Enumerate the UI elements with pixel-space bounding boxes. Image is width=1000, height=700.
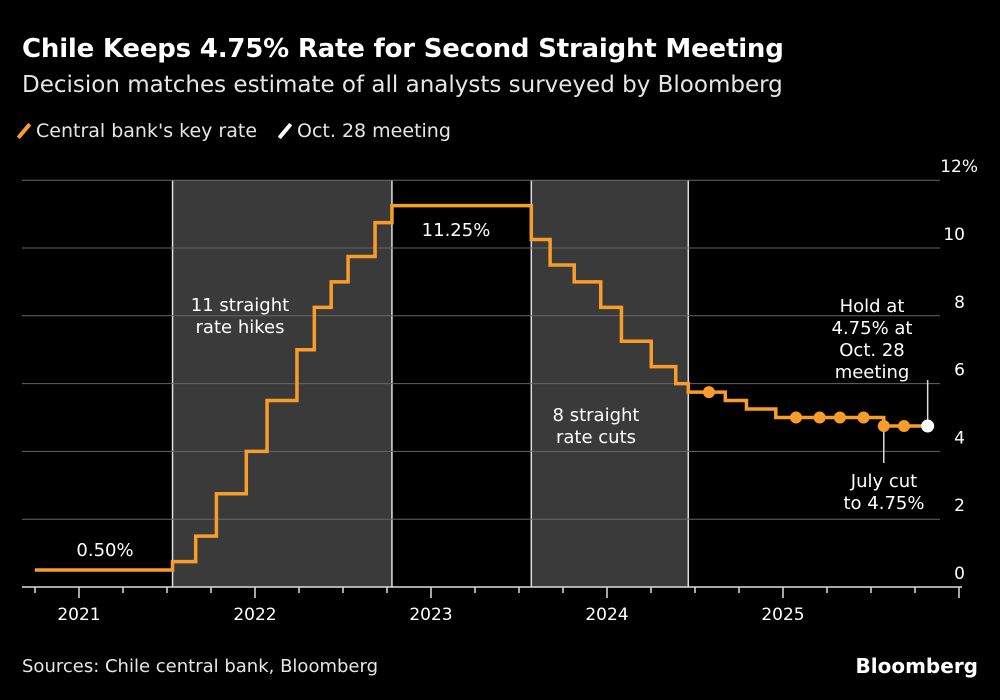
oct-28-meeting-marker	[921, 419, 935, 433]
legend-label: Oct. 28 meeting	[297, 120, 451, 142]
y-tick-label: 0	[954, 564, 965, 584]
cuts-annotation-line: rate cuts	[556, 427, 636, 448]
start-rate-annotation-line: 0.50%	[76, 540, 133, 561]
rate-decision-marker	[877, 419, 890, 432]
july-cut-annotation-line: to 4.75%	[844, 493, 925, 514]
peak-rate-annotation-line: 11.25%	[422, 220, 491, 241]
rate-decision-marker	[833, 411, 846, 424]
hold-annotation-line: Hold at	[840, 296, 905, 317]
rate-decision-marker	[813, 411, 826, 424]
legend-label: Central bank's key rate	[36, 120, 258, 142]
x-tick-label: 2025	[761, 605, 804, 625]
key-rate-line	[34, 203, 928, 572]
hold-annotation-line: Oct. 28	[839, 340, 904, 361]
source-note: Sources: Chile central bank, Bloomberg	[22, 656, 379, 677]
legend-item-key-rate: Central bank's key rate	[16, 120, 258, 142]
hold-annotation-line: 4.75% at	[832, 318, 913, 339]
rate-decision-marker	[790, 411, 803, 424]
bloomberg-logo: Bloomberg	[855, 654, 978, 678]
rate-decision-marker	[857, 411, 870, 424]
hikes-annotation-line: rate hikes	[196, 317, 285, 338]
july-cut-annotation-line: July cut	[850, 471, 917, 492]
x-tick-label: 2024	[585, 605, 628, 625]
legend: Central bank's key rate Oct. 28 meeting	[16, 120, 451, 142]
rate-decision-marker	[702, 386, 715, 399]
legend-item-meeting: Oct. 28 meeting	[277, 120, 451, 142]
chart-title: Chile Keeps 4.75% Rate for Second Straig…	[22, 34, 784, 64]
rate-decision-marker	[898, 419, 911, 432]
cuts-annotation-line: 8 straight	[553, 405, 640, 426]
y-tick-label: 10	[943, 225, 965, 245]
y-tick-label: 2	[954, 496, 965, 516]
x-tick-label: 2021	[57, 605, 100, 625]
y-tick-label: 8	[954, 293, 965, 313]
y-tick-label: 4	[954, 428, 965, 448]
hold-annotation-line: meeting	[835, 362, 910, 383]
y-tick-label: 12%	[940, 157, 978, 177]
x-tick-label: 2022	[233, 605, 276, 625]
chart-subtitle: Decision matches estimate of all analyst…	[22, 72, 783, 98]
hikes-annotation-line: 11 straight	[191, 295, 289, 316]
x-tick-label: 2023	[409, 605, 452, 625]
y-tick-label: 6	[954, 361, 965, 381]
